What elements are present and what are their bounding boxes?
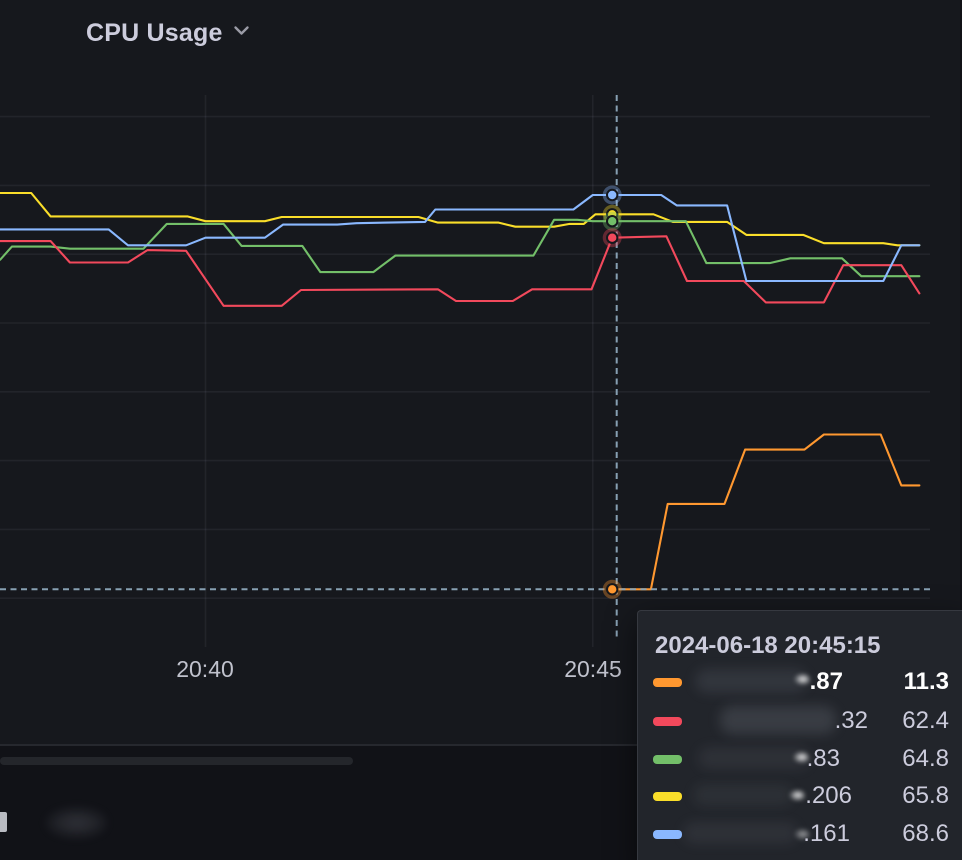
x-axis-label-2040: 20:40: [176, 656, 234, 682]
tooltip-row-orange: .87 11.3: [638, 667, 962, 697]
x-axis-label-2045: 20:45: [564, 656, 622, 682]
series-line-orange: [611, 433, 921, 591]
chart-tooltip: 2024-06-18 20:45:15 .87 11.3 .32 62.4 .8…: [637, 610, 962, 860]
series-line-red: [0, 235, 921, 307]
panel-title[interactable]: CPU Usage: [86, 19, 223, 47]
tooltip-row-green: .83 64.8: [638, 744, 962, 774]
hover-dot-green: [606, 215, 619, 228]
tooltip-row-red: .32 62.4: [638, 706, 962, 736]
series-swatch-green: [653, 755, 682, 764]
tooltip-series-label: .206: [805, 782, 852, 809]
series-swatch-red: [653, 717, 682, 726]
hover-dot-red: [606, 231, 619, 244]
redacted-text-blob: [2, 804, 106, 840]
redacted-label-glint: [788, 672, 810, 688]
tooltip-row-yellow: .206 65.8: [638, 781, 962, 811]
tooltip-series-value: 62.4: [902, 707, 949, 734]
tooltip-series-label: .32: [834, 707, 868, 734]
redacted-label-glint: [787, 750, 809, 766]
series-swatch-blue: [653, 830, 682, 839]
chevron-down-icon[interactable]: [233, 25, 250, 37]
panel-right-gutter: [960, 0, 962, 744]
redacted-edge-chip: [0, 812, 7, 832]
redacted-label-smear: [698, 747, 810, 769]
horizontal-scrollbar-thumb[interactable]: [0, 757, 353, 765]
tooltip-series-value: 68.6: [902, 820, 949, 847]
series-line-yellow: [0, 191, 921, 247]
redacted-label-smear: [720, 706, 836, 734]
series-line-blue: [0, 193, 921, 283]
redacted-label-smear: [693, 784, 793, 806]
hover-dot-blue: [606, 188, 619, 202]
series-swatch-orange: [653, 678, 682, 687]
tooltip-series-label: .161: [803, 820, 850, 847]
tooltip-row-blue: .161 68.6: [638, 819, 962, 849]
tooltip-series-value: 64.8: [902, 745, 949, 772]
redacted-label-smear: [683, 822, 798, 844]
timeseries-chart[interactable]: [0, 0, 962, 746]
series-swatch-yellow: [653, 792, 682, 801]
tooltip-series-label: .83: [806, 745, 840, 772]
series-line-green: [0, 218, 921, 278]
tooltip-series-label: .87: [809, 668, 843, 695]
redacted-label-glint: [783, 788, 805, 804]
tooltip-timestamp: 2024-06-18 20:45:15: [655, 632, 881, 659]
tooltip-series-value: 65.8: [902, 782, 949, 809]
redacted-label-glint: [788, 827, 810, 843]
tooltip-series-value: 11.3: [903, 668, 949, 695]
hover-dot-orange: [606, 583, 619, 596]
